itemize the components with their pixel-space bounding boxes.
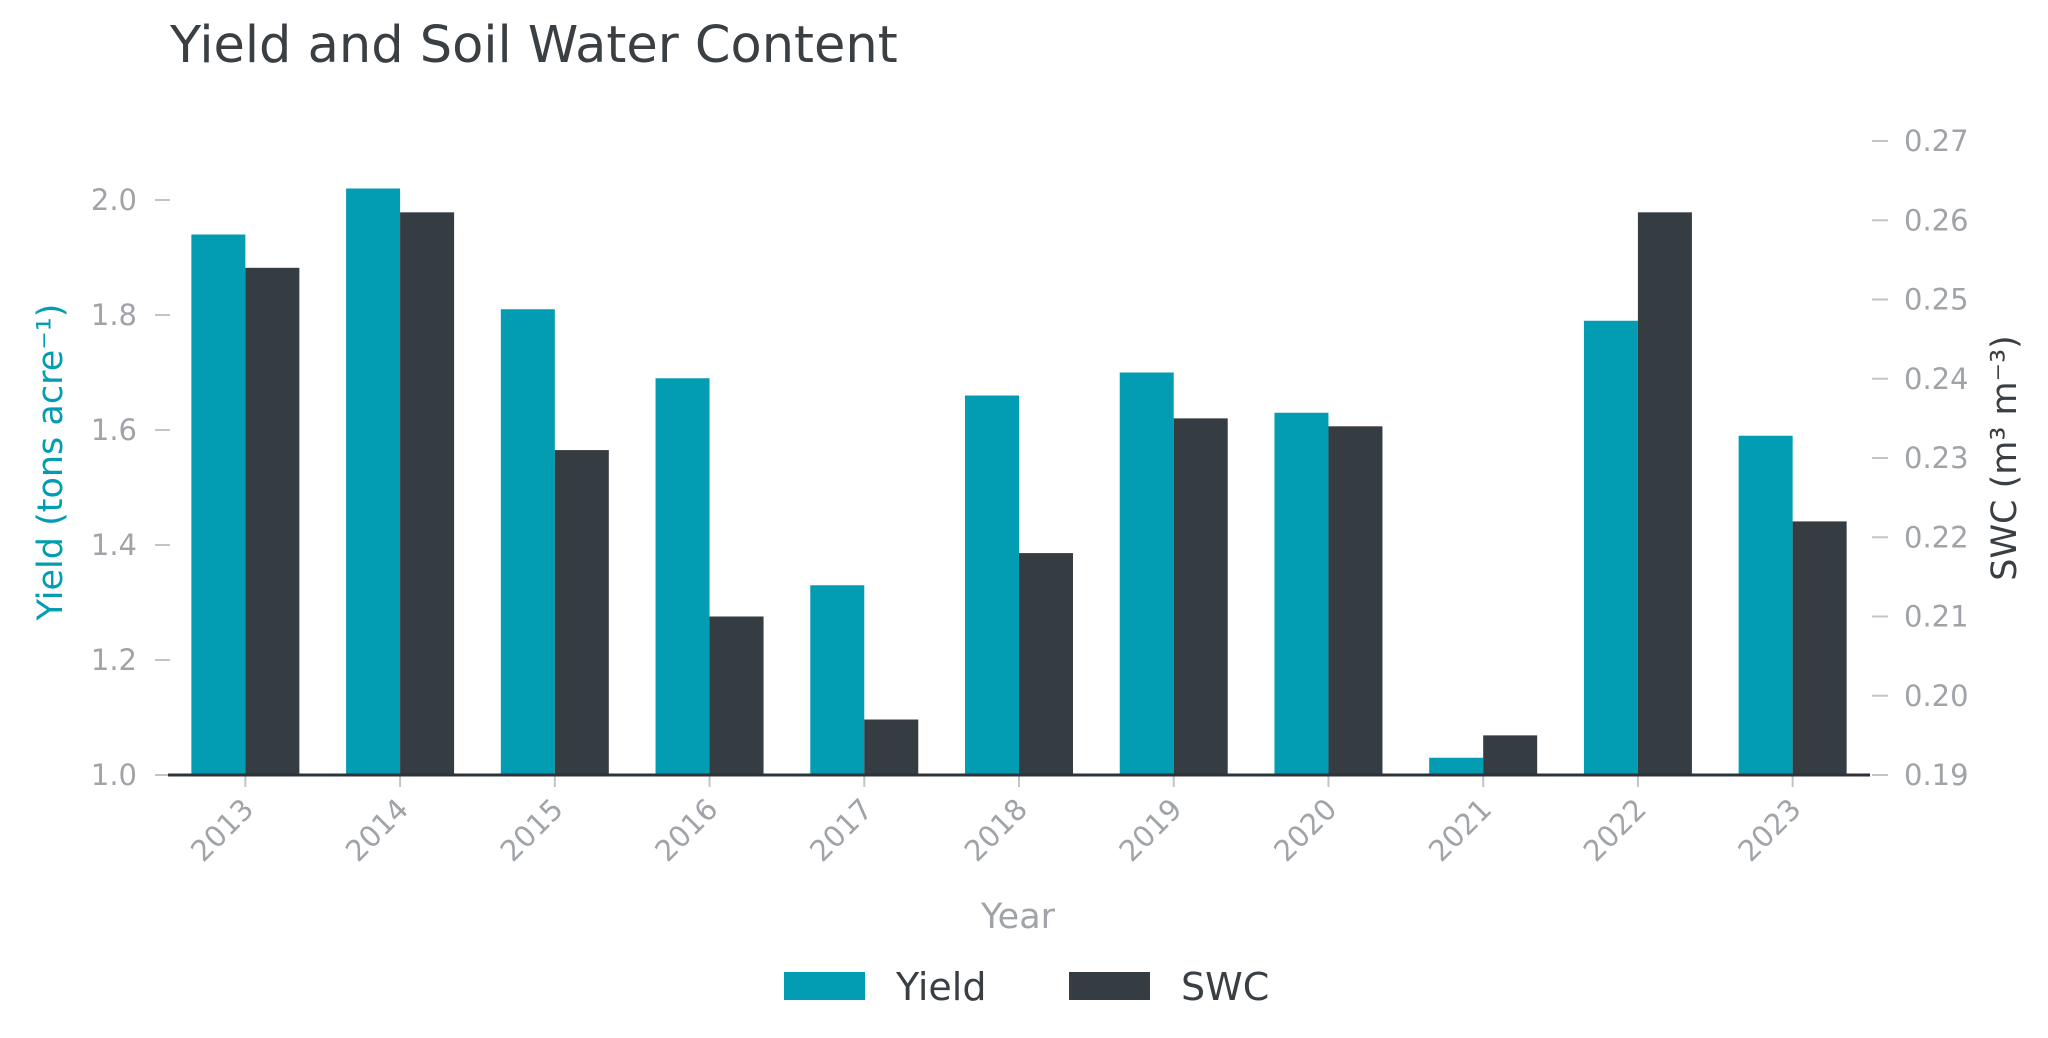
right-y-tick-label-0.25: 0.25 xyxy=(1904,283,1969,317)
bar-swc-2017 xyxy=(864,719,919,775)
x-tick-label-2016: 2016 xyxy=(648,792,724,868)
left-y-tick-label-1.2: 1.2 xyxy=(91,643,137,677)
bar-yield-2014 xyxy=(346,188,401,775)
bar-swc-2013 xyxy=(245,267,300,775)
right-y-tick-label-0.26: 0.26 xyxy=(1904,203,1969,237)
legend-swatch-yield xyxy=(784,972,865,1000)
bar-swc-2019 xyxy=(1173,418,1228,775)
x-tick-label-2015: 2015 xyxy=(494,792,570,868)
bar-swc-2021 xyxy=(1483,735,1538,775)
x-tick-label-2021: 2021 xyxy=(1422,792,1498,868)
x-tick-label-2014: 2014 xyxy=(339,792,415,868)
bar-yield-2021 xyxy=(1429,757,1484,775)
bar-yield-2013 xyxy=(191,234,246,775)
x-tick-label-2013: 2013 xyxy=(184,792,260,868)
legend-label-swc: SWC xyxy=(1181,965,1269,1009)
right-y-tick-label-0.19: 0.19 xyxy=(1904,758,1969,792)
bar-swc-2020 xyxy=(1328,426,1383,775)
bar-swc-2023 xyxy=(1792,521,1847,775)
left-y-tick-label-2.0: 2.0 xyxy=(91,183,137,217)
bar-swc-2016 xyxy=(709,616,764,775)
x-tick-label-2018: 2018 xyxy=(958,792,1034,868)
right-y-axis-title: SWC (m³ m⁻³) xyxy=(1985,335,2025,581)
right-y-tick-label-0.22: 0.22 xyxy=(1904,520,1969,554)
bar-yield-2017 xyxy=(810,585,865,775)
bar-yield-2022 xyxy=(1583,320,1638,775)
x-tick-label-2023: 2023 xyxy=(1731,792,1807,868)
right-y-tick-label-0.27: 0.27 xyxy=(1904,124,1969,158)
x-axis-title: Year xyxy=(980,897,1056,937)
bar-swc-2018 xyxy=(1019,553,1073,775)
bar-swc-2022 xyxy=(1637,212,1692,775)
left-y-tick-label-1.6: 1.6 xyxy=(91,413,137,447)
right-y-tick-label-0.23: 0.23 xyxy=(1904,441,1969,475)
bar-yield-2015 xyxy=(500,309,555,775)
legend-swatch-swc xyxy=(1069,972,1150,1000)
bar-yield-2020 xyxy=(1274,412,1329,775)
bar-yield-2016 xyxy=(655,378,710,775)
bars-group xyxy=(191,188,1847,775)
x-tick-label-2017: 2017 xyxy=(803,792,879,868)
bar-yield-2018 xyxy=(965,395,1019,775)
chart-title: Yield and Soil Water Content xyxy=(169,16,898,75)
x-axis: 2013 2014 2015 2016 2017 2018 2019 2020 2021 2022… xyxy=(184,775,1808,868)
legend-label-yield: Yield xyxy=(895,965,986,1009)
x-tick-label-2019: 2019 xyxy=(1112,792,1188,868)
right-y-tick-label-0.24: 0.24 xyxy=(1904,362,1969,396)
x-tick-label-2022: 2022 xyxy=(1577,792,1653,868)
right-y-tick-label-0.20: 0.20 xyxy=(1904,679,1969,713)
left-y-tick-label-1.4: 1.4 xyxy=(91,528,137,562)
x-tick-label-2020: 2020 xyxy=(1267,792,1343,868)
left-y-tick-label-1.0: 1.0 xyxy=(91,758,137,792)
left-y-tick-label-1.8: 1.8 xyxy=(91,298,137,332)
left-y-axis-title: Yield (tons acre⁻¹) xyxy=(31,304,71,622)
bar-yield-2019 xyxy=(1119,372,1174,775)
bar-swc-2014 xyxy=(400,212,455,775)
bar-yield-2023 xyxy=(1738,435,1793,775)
left-y-axis: 1.0 1.2 1.4 1.6 1.8 2.0 xyxy=(91,183,170,792)
right-y-axis: 0.19 0.20 0.21 0.22 0.23 0.24 0.25 0.26 0.27 xyxy=(1872,124,1969,792)
bar-swc-2015 xyxy=(554,450,609,775)
right-y-tick-label-0.21: 0.21 xyxy=(1904,600,1969,634)
legend: Yield SWC xyxy=(784,965,1269,1009)
